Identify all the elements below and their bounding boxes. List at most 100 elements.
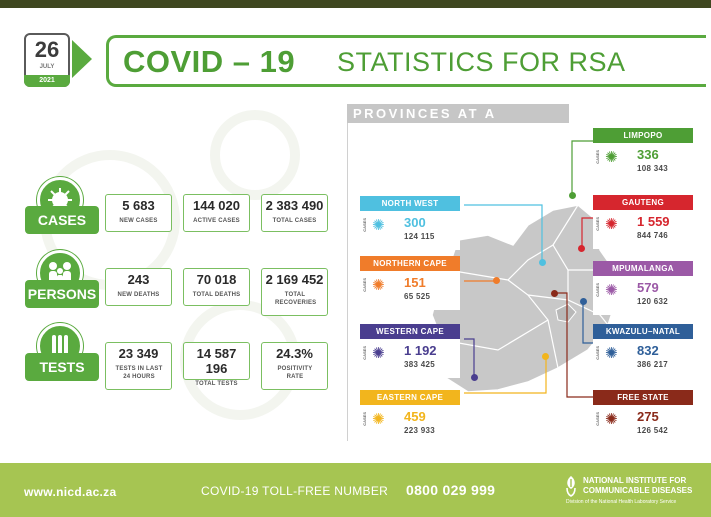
province-total-cases: 124 115: [404, 232, 435, 241]
province-name: NORTH WEST: [360, 196, 460, 211]
nicd-logo-icon: [566, 476, 576, 497]
map-dot-gauteng: [578, 245, 585, 252]
province-name: KWAZULU–NATAL: [593, 324, 693, 339]
cases-tag: CASES: [595, 412, 600, 426]
organisation-name: NATIONAL INSTITUTE FOR COMMUNICABLE DISE…: [583, 476, 692, 496]
virus-icon: ✺: [372, 344, 385, 362]
virus-icon: ✺: [372, 410, 385, 428]
top-strip: [0, 0, 711, 8]
province-name: FREE STATE: [593, 390, 693, 405]
province-name: NORTHERN CAPE: [360, 256, 460, 271]
date-badge: 26 JULY 2021: [24, 33, 70, 87]
connector-lines: [464, 140, 600, 398]
stat-tests-24h: 23 349 TESTS IN LAST 24 HOURS: [105, 342, 172, 390]
south-africa-map: [431, 204, 619, 393]
virus-icon: ✺: [605, 215, 618, 233]
website-link[interactable]: www.nicd.ac.za: [24, 485, 117, 499]
virus-icon: ✺: [372, 216, 385, 234]
province-new-cases: 832: [637, 343, 659, 358]
province-name: WESTERN CAPE: [360, 324, 460, 339]
province-name: MPUMALANGA: [593, 261, 693, 276]
stat-positivity-rate: 24.3% POSITIVITY RATE: [261, 342, 328, 390]
stat-value: 23 349: [118, 346, 159, 361]
map-dot-eastern-cape: [542, 353, 549, 360]
toll-free-label: COVID-19 TOLL-FREE NUMBER: [201, 484, 389, 498]
organisation-name-line1: NATIONAL INSTITUTE FOR: [583, 476, 687, 485]
map-dot-limpopo: [569, 192, 576, 199]
stat-total-recoveries: 2 169 452 TOTAL RECOVERIES: [261, 268, 328, 316]
virus-icon: ✺: [605, 281, 618, 299]
stat-active-cases: 144 020 ACTIVE CASES: [183, 194, 250, 232]
stat-value: 5 683: [122, 198, 155, 213]
stat-label: NEW DEATHS: [117, 292, 160, 298]
stat-label: TOTAL DEATHS: [192, 292, 241, 298]
stat-label: ACTIVE CASES: [193, 218, 240, 224]
stat-value: 144 020: [193, 198, 240, 213]
province-total-cases: 65 525: [404, 292, 431, 301]
stat-label: TESTS IN LAST 24 HOURS: [115, 366, 163, 380]
stat-value: 2 383 490: [265, 198, 324, 213]
stat-value: 70 018: [196, 272, 237, 287]
province-new-cases: 579: [637, 280, 659, 295]
stat-new-cases: 5 683 NEW CASES: [105, 194, 172, 232]
stat-total-deaths: 70 018 TOTAL DEATHS: [183, 268, 250, 306]
province-card-mpumalanga: MPUMALANGA CASES ✺ 579 120 632: [593, 261, 693, 315]
province-new-cases: 1 559: [637, 214, 670, 229]
page-title: COVID – 19 STATISTICS FOR RSA: [106, 35, 706, 87]
stat-label: TOTAL CASES: [272, 218, 317, 224]
stat-label: POSITIVITY RATE: [277, 366, 313, 380]
stat-label: NEW CASES: [119, 218, 158, 224]
province-new-cases: 275: [637, 409, 659, 424]
map-dot-north-west: [539, 259, 546, 266]
category-label-persons: PERSONS: [25, 280, 99, 308]
virus-icon: ✺: [605, 410, 618, 428]
province-total-cases: 383 425: [404, 360, 436, 369]
stat-value: 2 169 452: [265, 272, 324, 287]
title-main: COVID – 19: [123, 44, 296, 79]
province-card-free-state: FREE STATE CASES ✺ 275 126 542: [593, 390, 693, 444]
provinces-panel: [347, 123, 703, 441]
stat-value: 24.3%: [276, 346, 313, 361]
cases-tag: CASES: [362, 412, 367, 426]
province-total-cases: 108 343: [637, 164, 669, 173]
province-total-cases: 120 632: [637, 297, 669, 306]
cases-tag: CASES: [595, 217, 600, 231]
stat-label: TOTAL RECOVERIES: [275, 292, 317, 306]
toll-free-number[interactable]: 0800 029 999: [406, 482, 496, 498]
footer: www.nicd.ac.za COVID-19 TOLL-FREE NUMBER…: [0, 463, 711, 517]
date-month: JULY: [39, 64, 55, 70]
stat-value: 243: [127, 272, 150, 287]
cases-tag: CASES: [362, 346, 367, 360]
map-dot-western-cape: [471, 374, 478, 381]
province-card-north-west: NORTH WEST CASES ✺ 300 124 115: [360, 196, 460, 250]
cases-tag: CASES: [595, 346, 600, 360]
province-card-western-cape: WESTERN CAPE CASES ✺ 1 192 383 425: [360, 324, 460, 378]
province-total-cases: 126 542: [637, 426, 669, 435]
province-total-cases: 844 746: [637, 231, 669, 240]
province-card-limpopo: LIMPOPO CASES ✺ 336 108 343: [593, 128, 693, 182]
province-name: GAUTENG: [593, 195, 693, 210]
map-dot-kwazulu-natal: [580, 298, 587, 305]
cases-tag: CASES: [595, 150, 600, 164]
cases-tag: CASES: [595, 283, 600, 297]
province-new-cases: 459: [404, 409, 426, 424]
province-total-cases: 386 217: [637, 360, 669, 369]
province-name: LIMPOPO: [593, 128, 693, 143]
cases-tag: CASES: [362, 218, 367, 232]
title-sub: STATISTICS FOR RSA: [337, 47, 626, 77]
arrow-icon: [72, 40, 92, 78]
province-card-eastern-cape: EASTERN CAPE CASES ✺ 459 223 933: [360, 390, 460, 444]
organisation-name-line2: COMMUNICABLE DISEASES: [583, 486, 693, 495]
stat-value: 14 587 196: [196, 346, 237, 376]
virus-icon: ✺: [372, 276, 385, 294]
stat-total-tests: 14 587 196 TOTAL TESTS: [183, 342, 250, 387]
map-dot-free-state: [551, 290, 558, 297]
province-total-cases: 223 933: [404, 426, 436, 435]
province-new-cases: 1 192: [404, 343, 437, 358]
category-label-cases: CASES: [25, 206, 99, 234]
province-name: EASTERN CAPE: [360, 390, 460, 405]
province-card-kwazulu-natal: KWAZULU–NATAL CASES ✺ 832 386 217: [593, 324, 693, 378]
stat-total-cases: 2 383 490 TOTAL CASES: [261, 194, 328, 232]
background-virus-decoration: [210, 110, 300, 200]
virus-icon: ✺: [605, 344, 618, 362]
